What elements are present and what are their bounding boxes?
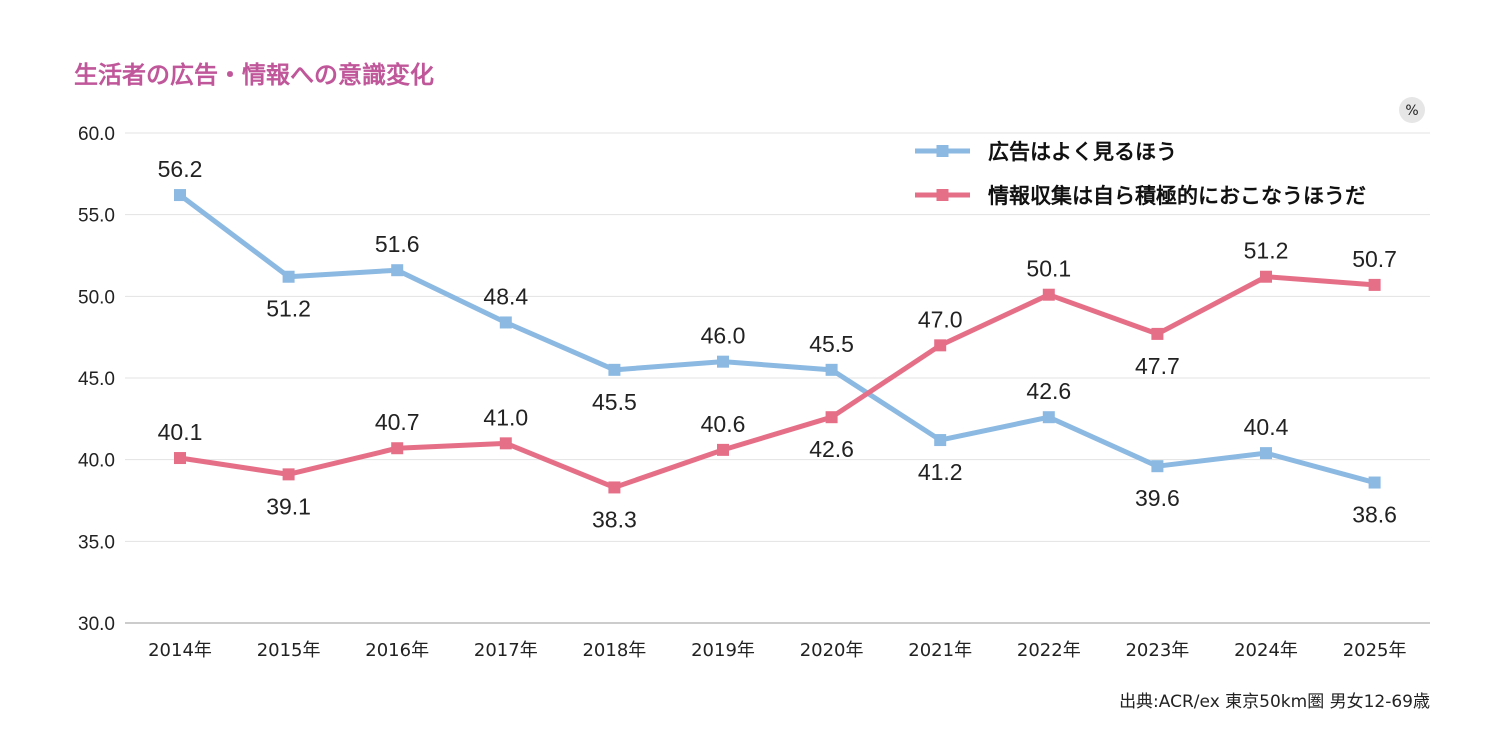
legend-label: 広告はよく見るほう [988, 140, 1177, 164]
x-tick-label: 2014年 [148, 640, 212, 661]
data-point [934, 339, 947, 352]
data-point [499, 437, 512, 450]
y-tick-label: 40.0 [78, 451, 115, 472]
data-label: 47.7 [1135, 353, 1180, 379]
chart-title: 生活者の広告・情報への意識変化 [74, 61, 434, 89]
data-point [717, 355, 729, 368]
series-line [179, 274, 1375, 490]
data-point [499, 316, 512, 329]
data-label: 51.6 [375, 231, 420, 257]
data-label: 47.0 [918, 306, 963, 332]
y-tick-label: 55.0 [78, 206, 115, 227]
data-point [1260, 270, 1272, 283]
data-label: 40.7 [375, 409, 420, 435]
data-point [174, 452, 186, 465]
legend-marker [936, 145, 949, 157]
series-1 [174, 270, 1381, 494]
data-label: 56.2 [158, 156, 203, 182]
grid [125, 132, 1430, 624]
legend-item-0: 広告はよく見るほう [915, 140, 1177, 164]
data-label: 41.2 [918, 459, 963, 485]
data-label: 38.3 [592, 506, 637, 532]
legend-item-1: 情報収集は自ら積極的におこなうほうだ [915, 184, 1366, 208]
data-label: 41.0 [483, 404, 528, 430]
legend-marker [936, 189, 949, 201]
data-label: 42.6 [1026, 378, 1071, 404]
data-label: 45.5 [592, 389, 637, 415]
x-tick-label: 2018年 [582, 640, 646, 661]
data-point [825, 411, 838, 424]
source-note: 出典:ACR/ex 東京50km圏 男女12-69歳 [1119, 692, 1430, 712]
x-tick-label: 2023年 [1125, 640, 1189, 661]
data-label: 39.1 [266, 493, 311, 519]
x-tick-label: 2025年 [1343, 640, 1407, 661]
data-label: 42.6 [809, 436, 854, 462]
data-label: 51.2 [1244, 238, 1289, 264]
data-point [1151, 460, 1164, 473]
x-tick-label: 2021年 [908, 640, 972, 661]
x-tick-label: 2016年 [365, 640, 429, 661]
data-label: 50.1 [1026, 256, 1071, 282]
data-point [1151, 327, 1164, 340]
y-tick-label: 45.0 [78, 369, 115, 390]
legend-label: 情報収集は自ら積極的におこなうほうだ [988, 184, 1366, 208]
data-label: 51.2 [266, 296, 311, 322]
unit-badge: % [1399, 97, 1425, 123]
data-point [391, 264, 404, 277]
data-label: 40.1 [158, 419, 203, 445]
x-tick-label: 2019年 [691, 640, 755, 661]
y-tick-label: 50.0 [78, 287, 115, 308]
series-lines [174, 189, 1381, 494]
y-axis: 60.0 55.0 50.0 45.0 40.0 35.0 30.0 [78, 124, 115, 635]
data-label: 40.6 [701, 411, 746, 437]
data-label: 45.5 [809, 331, 854, 357]
unit-badge-circle [1399, 97, 1425, 123]
data-label: 46.0 [701, 323, 746, 349]
data-label: 48.4 [483, 283, 528, 309]
data-label: 40.4 [1244, 414, 1289, 440]
data-point [1042, 411, 1055, 424]
data-label: 39.6 [1135, 485, 1180, 511]
y-tick-label: 30.0 [78, 614, 115, 635]
data-point [282, 270, 295, 283]
x-tick-label: 2020年 [800, 640, 864, 661]
y-tick-label: 60.0 [78, 124, 115, 145]
data-point [1368, 476, 1381, 489]
unit-label: % [1405, 103, 1418, 119]
x-tick-label: 2022年 [1017, 640, 1081, 661]
data-point [608, 481, 621, 494]
data-point [391, 442, 404, 455]
data-point [282, 468, 295, 481]
series-0 [174, 189, 1381, 489]
data-label: 38.6 [1352, 502, 1397, 528]
data-point [608, 363, 621, 376]
data-point [934, 434, 947, 447]
x-axis: 2014年 2015年 2016年 2017年 2018年 2019年 2020年 2021年… [148, 640, 1406, 661]
data-point [825, 363, 838, 376]
data-point [1260, 447, 1272, 460]
series-line [178, 193, 1376, 485]
data-label: 50.7 [1352, 246, 1397, 272]
x-tick-label: 2017年 [474, 640, 538, 661]
data-point [717, 443, 729, 456]
data-point [174, 189, 186, 202]
x-tick-label: 2015年 [257, 640, 321, 661]
data-labels: 56.2 51.2 51.6 48.4 45.5 46.0 45.5 41.2 42.6 39.6… [158, 156, 1397, 532]
data-point [1368, 278, 1381, 291]
x-tick-label: 2024年 [1234, 640, 1298, 661]
y-tick-label: 35.0 [78, 532, 115, 553]
data-point [1042, 288, 1055, 301]
